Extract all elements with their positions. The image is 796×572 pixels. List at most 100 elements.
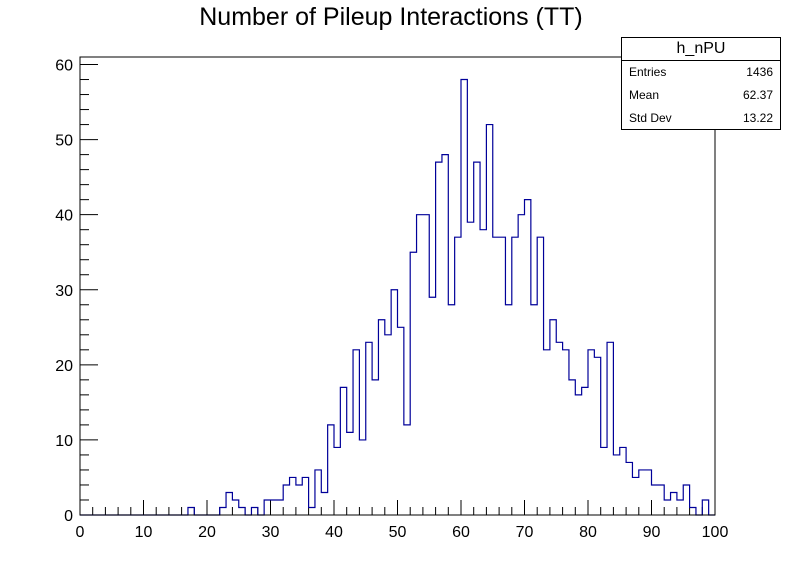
histogram-line bbox=[80, 78, 715, 516]
histogram-bin bbox=[582, 387, 588, 515]
histogram-bin bbox=[550, 320, 556, 515]
histogram-bin bbox=[353, 350, 359, 515]
histogram-bin bbox=[391, 290, 397, 515]
histogram-bin bbox=[652, 485, 658, 515]
histogram-bin bbox=[645, 470, 651, 515]
histogram-bin bbox=[378, 320, 384, 515]
histogram-bin bbox=[664, 500, 670, 515]
histogram-bin bbox=[467, 222, 473, 515]
histogram-bin bbox=[334, 447, 340, 515]
histogram-bin bbox=[442, 155, 448, 515]
histogram-bin bbox=[480, 230, 486, 515]
stats-row-mean: Mean 62.37 bbox=[622, 84, 780, 107]
histogram-bin bbox=[620, 447, 626, 515]
histogram-bin bbox=[302, 477, 308, 515]
histogram-bin bbox=[525, 200, 531, 515]
histogram-bin bbox=[537, 237, 543, 515]
y-tick-label: 40 bbox=[55, 208, 73, 225]
histogram-bin bbox=[639, 470, 645, 515]
histogram-bin bbox=[702, 500, 708, 515]
histogram-bin bbox=[264, 500, 270, 515]
histogram-bin bbox=[493, 237, 499, 515]
x-tick-label: 90 bbox=[643, 524, 661, 541]
histogram-bin bbox=[385, 335, 391, 515]
histogram-bins bbox=[80, 78, 715, 516]
x-tick-label: 60 bbox=[452, 524, 470, 541]
histogram-bin bbox=[347, 432, 353, 515]
histogram-bin bbox=[321, 492, 327, 515]
histogram-bin bbox=[410, 252, 416, 515]
y-tick-label: 0 bbox=[64, 508, 73, 525]
x-tick-label: 80 bbox=[579, 524, 597, 541]
histogram-bin bbox=[588, 350, 594, 515]
histogram-bin bbox=[251, 507, 257, 515]
histogram-bin bbox=[296, 485, 302, 515]
stats-value: 13.22 bbox=[742, 111, 773, 125]
x-tick-label: 10 bbox=[135, 524, 153, 541]
histogram-bin bbox=[226, 492, 232, 515]
x-tick-label: 40 bbox=[325, 524, 343, 541]
x-tick-label: 30 bbox=[262, 524, 280, 541]
histogram-bin bbox=[690, 507, 696, 515]
histogram-bin bbox=[544, 350, 550, 515]
histogram-bin bbox=[283, 485, 289, 515]
histogram-bin bbox=[486, 125, 492, 515]
stats-row-entries: Entries 1436 bbox=[622, 61, 780, 84]
stats-label: Std Dev bbox=[629, 111, 672, 125]
x-tick-label: 20 bbox=[198, 524, 216, 541]
histogram-bin bbox=[601, 447, 607, 515]
histogram-bin bbox=[613, 455, 619, 515]
histogram-bin bbox=[315, 470, 321, 515]
histogram-bin bbox=[531, 305, 537, 515]
histogram-bin bbox=[366, 342, 372, 515]
histogram-bin bbox=[277, 500, 283, 515]
stats-box: h_nPU Entries 1436 Mean 62.37 Std Dev 13… bbox=[621, 37, 781, 130]
histogram-bin bbox=[290, 477, 296, 515]
histogram-bin bbox=[677, 500, 683, 515]
stats-row-stddev: Std Dev 13.22 bbox=[622, 107, 780, 130]
histogram-bin bbox=[417, 215, 423, 515]
histogram-bin bbox=[436, 162, 442, 515]
histogram-bin bbox=[404, 425, 410, 515]
histogram-bin bbox=[239, 507, 245, 515]
tick-labels: 0 10 20 30 40 50 60 70 80 90 100 0 10 20 30 40 50 60 bbox=[55, 58, 728, 541]
histogram-bin bbox=[232, 500, 238, 515]
x-tick-label: 100 bbox=[702, 524, 729, 541]
histogram-bin bbox=[626, 462, 632, 515]
histogram-bin bbox=[455, 237, 461, 515]
plot-frame bbox=[79, 56, 716, 516]
y-tick-label: 50 bbox=[55, 133, 73, 150]
histogram-bin bbox=[683, 485, 689, 515]
histogram-bin bbox=[512, 237, 518, 515]
y-tick-label: 30 bbox=[55, 283, 73, 300]
histogram-bin bbox=[309, 507, 315, 515]
histogram-bin bbox=[372, 380, 378, 515]
x-tick-label: 0 bbox=[76, 524, 85, 541]
histogram-bin bbox=[594, 357, 600, 515]
stats-label: Entries bbox=[629, 65, 667, 79]
stats-title: h_nPU bbox=[622, 38, 780, 61]
histogram-bin bbox=[271, 500, 277, 515]
chart-title: Number of Pileup Interactions (TT) bbox=[199, 3, 583, 31]
y-tick-label: 10 bbox=[55, 433, 73, 450]
histogram-bin bbox=[448, 305, 454, 515]
histogram-bin bbox=[671, 492, 677, 515]
stats-value: 1436 bbox=[746, 65, 773, 79]
x-tick-label: 50 bbox=[389, 524, 407, 541]
stats-label: Mean bbox=[629, 88, 660, 102]
histogram-bin bbox=[518, 215, 524, 515]
y-tick-label: 20 bbox=[55, 358, 73, 375]
histogram-bin bbox=[575, 395, 581, 515]
histogram-bin bbox=[632, 477, 638, 515]
histogram-bin bbox=[398, 327, 404, 515]
histogram-bin bbox=[359, 440, 365, 515]
histogram-bin bbox=[563, 350, 569, 515]
histogram-bin bbox=[328, 425, 334, 515]
histogram-bin bbox=[474, 162, 480, 515]
histogram-bin bbox=[505, 305, 511, 515]
histogram-bin bbox=[423, 215, 429, 515]
histogram-bin bbox=[556, 342, 562, 515]
stats-value: 62.37 bbox=[742, 88, 773, 102]
y-tick-label: 60 bbox=[55, 58, 73, 75]
histogram-bin bbox=[188, 507, 194, 515]
